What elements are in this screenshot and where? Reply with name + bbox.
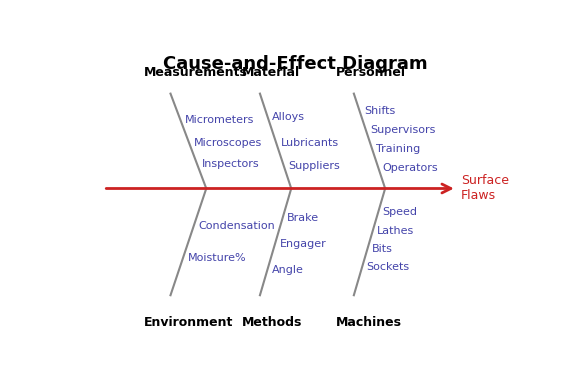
Text: Training: Training	[376, 144, 421, 154]
Text: Bits: Bits	[372, 244, 393, 254]
Text: Engager: Engager	[279, 239, 326, 249]
Text: Speed: Speed	[383, 207, 418, 217]
Text: Cause-and-Effect Diagram: Cause-and-Effect Diagram	[163, 55, 428, 73]
Text: Moisture%: Moisture%	[188, 253, 246, 263]
Text: Sockets: Sockets	[366, 263, 410, 273]
Text: Microscopes: Microscopes	[193, 138, 262, 148]
Text: Shifts: Shifts	[364, 106, 395, 116]
Text: Suppliers: Suppliers	[288, 161, 340, 171]
Text: Condensation: Condensation	[198, 221, 275, 231]
Text: Inspectors: Inspectors	[201, 159, 259, 169]
Text: Measurements: Measurements	[144, 66, 248, 79]
Text: Angle: Angle	[272, 264, 304, 275]
Text: Machines: Machines	[336, 316, 402, 329]
Text: Alloys: Alloys	[272, 112, 305, 122]
Text: Methods: Methods	[242, 316, 302, 329]
Text: Material: Material	[242, 66, 300, 79]
Text: Personnel: Personnel	[336, 66, 406, 79]
Text: Surface
Flaws: Surface Flaws	[461, 174, 509, 203]
Text: Operators: Operators	[383, 162, 439, 172]
Text: Lathes: Lathes	[377, 226, 414, 236]
Text: Brake: Brake	[287, 213, 319, 223]
Text: Supervisors: Supervisors	[370, 125, 436, 135]
Text: Environment: Environment	[144, 316, 233, 329]
Text: Micrometers: Micrometers	[185, 115, 254, 125]
Text: Lubricants: Lubricants	[280, 138, 339, 148]
